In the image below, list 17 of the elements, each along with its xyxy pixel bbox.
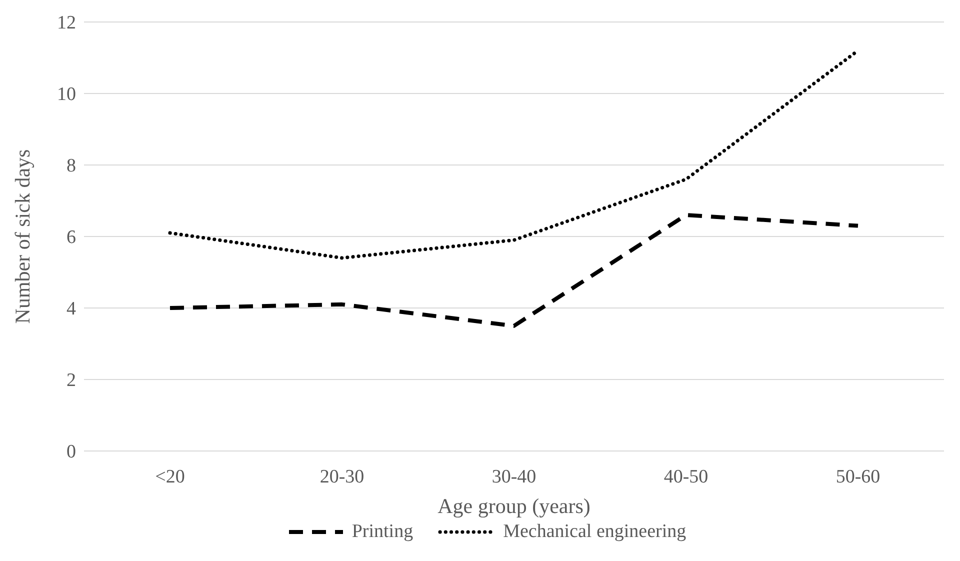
- x-tick-label: <20: [155, 466, 185, 488]
- x-tick-label: 30-40: [492, 466, 536, 488]
- y-tick-label: 2: [66, 370, 76, 392]
- y-tick-label: 0: [66, 442, 76, 463]
- x-tick-label: 20-30: [320, 466, 364, 488]
- x-axis-title: Age group (years): [438, 494, 590, 518]
- y-tick-label: 10: [57, 84, 76, 106]
- x-tick-label: 40-50: [664, 466, 708, 488]
- legend-label: Mechanical engineering: [502, 521, 686, 543]
- y-tick-label: 4: [66, 298, 76, 320]
- y-tick-label: 12: [57, 12, 76, 34]
- legend-label: Printing: [350, 521, 414, 543]
- line-series: [168, 213, 860, 328]
- y-tick-label: 8: [66, 156, 76, 177]
- y-axis-title: Number of sick days: [10, 149, 34, 324]
- y-tick-label: 6: [66, 227, 76, 248]
- x-tick-label: 50-60: [836, 466, 880, 488]
